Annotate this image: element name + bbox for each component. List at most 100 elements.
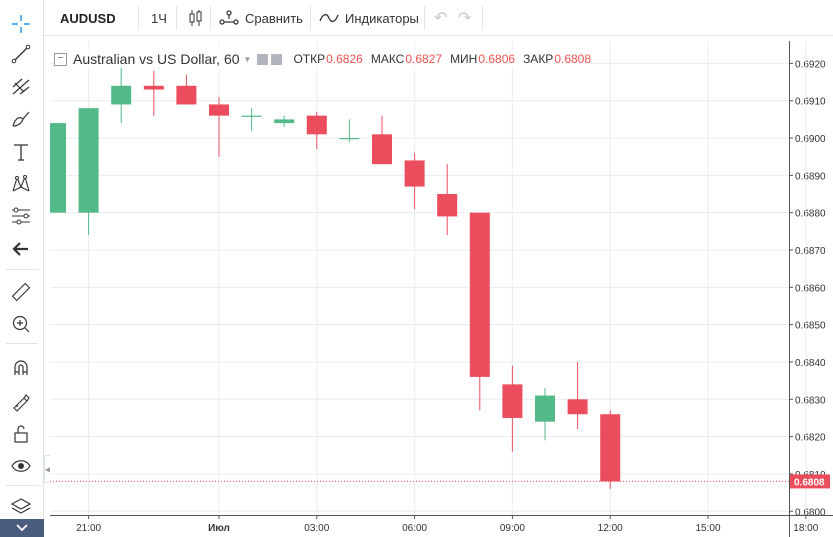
- candle-up: [78, 108, 99, 213]
- undo-icon: ↶: [434, 10, 448, 27]
- close-value: 0.6808: [554, 52, 592, 66]
- eye-icon: [11, 460, 31, 472]
- time-tick-label: 12:00: [598, 523, 623, 534]
- scroll-down-button[interactable]: [0, 519, 44, 537]
- chart-style-button[interactable]: [186, 0, 206, 36]
- pattern-icon: [12, 175, 30, 192]
- candle-up: [50, 123, 66, 213]
- time-tick-label: 21:00: [76, 523, 101, 534]
- prediction-tool-button[interactable]: [8, 203, 34, 229]
- toolbar-divider: [482, 6, 483, 30]
- fork-tool-button[interactable]: [8, 73, 34, 99]
- stay-in-drawing-mode-button[interactable]: [8, 388, 34, 414]
- compare-label: Сравнить: [245, 10, 303, 26]
- candle-up: [339, 138, 360, 140]
- hide-drawings-button[interactable]: [8, 236, 34, 262]
- candle-down: [567, 399, 588, 415]
- top-toolbar: AUDUSD 1Ч Сравнить Индикаторы ↶ ↷: [0, 0, 833, 36]
- open-value: 0.6826: [326, 52, 363, 66]
- candle-down: [600, 414, 621, 482]
- toolbar-divider: [176, 6, 177, 30]
- low-value: 0.6806: [478, 52, 516, 66]
- toolbar-divider: [310, 6, 311, 30]
- close-icon[interactable]: [271, 53, 283, 65]
- candle-down: [437, 194, 458, 217]
- brush-icon: [12, 111, 30, 127]
- prediction-icon: [12, 207, 30, 225]
- price-tick-label: 0.6910: [795, 97, 826, 108]
- compare-icon: [219, 10, 239, 25]
- candle-up: [535, 395, 555, 422]
- brush-tool-button[interactable]: [8, 106, 34, 132]
- redo-button[interactable]: ↷: [458, 0, 471, 36]
- last-price-badge: [790, 474, 830, 489]
- layers-icon: [10, 498, 32, 514]
- caret-down-icon[interactable]: ▼: [243, 54, 252, 64]
- price-tick-label: 0.6870: [795, 246, 826, 257]
- lock-all-drawings-button[interactable]: [8, 421, 34, 447]
- lock-drawing-icon: [13, 394, 30, 412]
- high-value: 0.6827: [405, 52, 443, 66]
- candle-down: [502, 384, 523, 418]
- price-chart[interactable]: 0.6920 0.6910 0.6900 0.6890 0.6880 0.6870 0.68…: [50, 41, 833, 537]
- close-label: ЗАКР: [523, 52, 554, 66]
- open-label: ОТКР: [293, 52, 326, 66]
- chevron-left-icon: ◀: [44, 464, 52, 474]
- chart-legend: − Australian vs US Dollar, 60 ▼ ОТКР 0.6…: [54, 50, 592, 68]
- unlock-icon: [14, 425, 28, 443]
- chart-background: [50, 41, 833, 537]
- measure-tool-button[interactable]: [8, 279, 34, 305]
- time-tick-label: 15:00: [695, 523, 720, 534]
- legend-title[interactable]: Australian vs US Dollar, 60: [73, 51, 240, 67]
- candle-up: [111, 85, 132, 105]
- price-tick-label: 0.6920: [795, 59, 826, 70]
- time-tick-label: 03:00: [304, 523, 329, 534]
- settings-icon[interactable]: [257, 53, 269, 65]
- chevron-down-icon: [16, 524, 28, 532]
- magnet-button[interactable]: [8, 355, 34, 381]
- drawing-toolbar: [0, 0, 44, 537]
- legend-collapse-button[interactable]: −: [54, 52, 67, 66]
- undo-button[interactable]: ↶: [434, 0, 447, 36]
- time-tick-label: 06:00: [402, 523, 427, 534]
- time-tick-label: Июл: [208, 523, 230, 534]
- last-price-label: 0.6808: [794, 477, 825, 488]
- price-tick-label: 0.6850: [795, 321, 826, 332]
- compare-button[interactable]: Сравнить: [219, 0, 303, 36]
- toolbar-divider: [6, 269, 38, 270]
- indicators-button[interactable]: Индикаторы: [319, 0, 419, 36]
- object-tree-button[interactable]: [8, 494, 34, 520]
- text-tool-button[interactable]: [8, 139, 34, 165]
- candle-down: [469, 212, 490, 377]
- candle-up: [241, 115, 262, 117]
- zoom-tool-button[interactable]: [8, 311, 34, 337]
- price-tick-label: 0.6900: [795, 134, 826, 145]
- candle-down: [372, 134, 392, 165]
- price-tick-label: 0.6890: [795, 171, 826, 182]
- trend-line-tool-button[interactable]: [8, 41, 34, 67]
- crosshair-icon: [12, 15, 30, 33]
- toolbar-divider: [210, 6, 211, 30]
- price-tick-label: 0.6800: [795, 507, 826, 518]
- candle-up: [274, 119, 295, 124]
- time-tick-label: 09:00: [500, 523, 525, 534]
- trend-line-icon: [11, 44, 31, 64]
- back-arrow-icon: [12, 242, 28, 256]
- hide-all-drawings-button[interactable]: [8, 453, 34, 479]
- candle-down: [306, 115, 327, 135]
- ruler-icon: [11, 282, 31, 302]
- toolbar-divider: [6, 343, 38, 344]
- crosshair-tool-button[interactable]: [8, 11, 34, 37]
- high-label: МАКС: [370, 52, 405, 66]
- price-tick-label: 0.6820: [795, 433, 826, 444]
- zoom-in-icon: [12, 315, 30, 333]
- candle-down: [404, 160, 425, 187]
- price-tick-label: 0.6880: [795, 209, 826, 220]
- price-tick-label: 0.6830: [795, 395, 826, 406]
- indicators-icon: [319, 13, 339, 23]
- symbol-search-button[interactable]: AUDUSD: [60, 10, 116, 26]
- candles-group: [50, 55, 621, 489]
- interval-button[interactable]: 1Ч: [151, 10, 167, 26]
- time-tick-label: 18:00: [793, 523, 818, 534]
- pattern-tool-button[interactable]: [8, 171, 34, 197]
